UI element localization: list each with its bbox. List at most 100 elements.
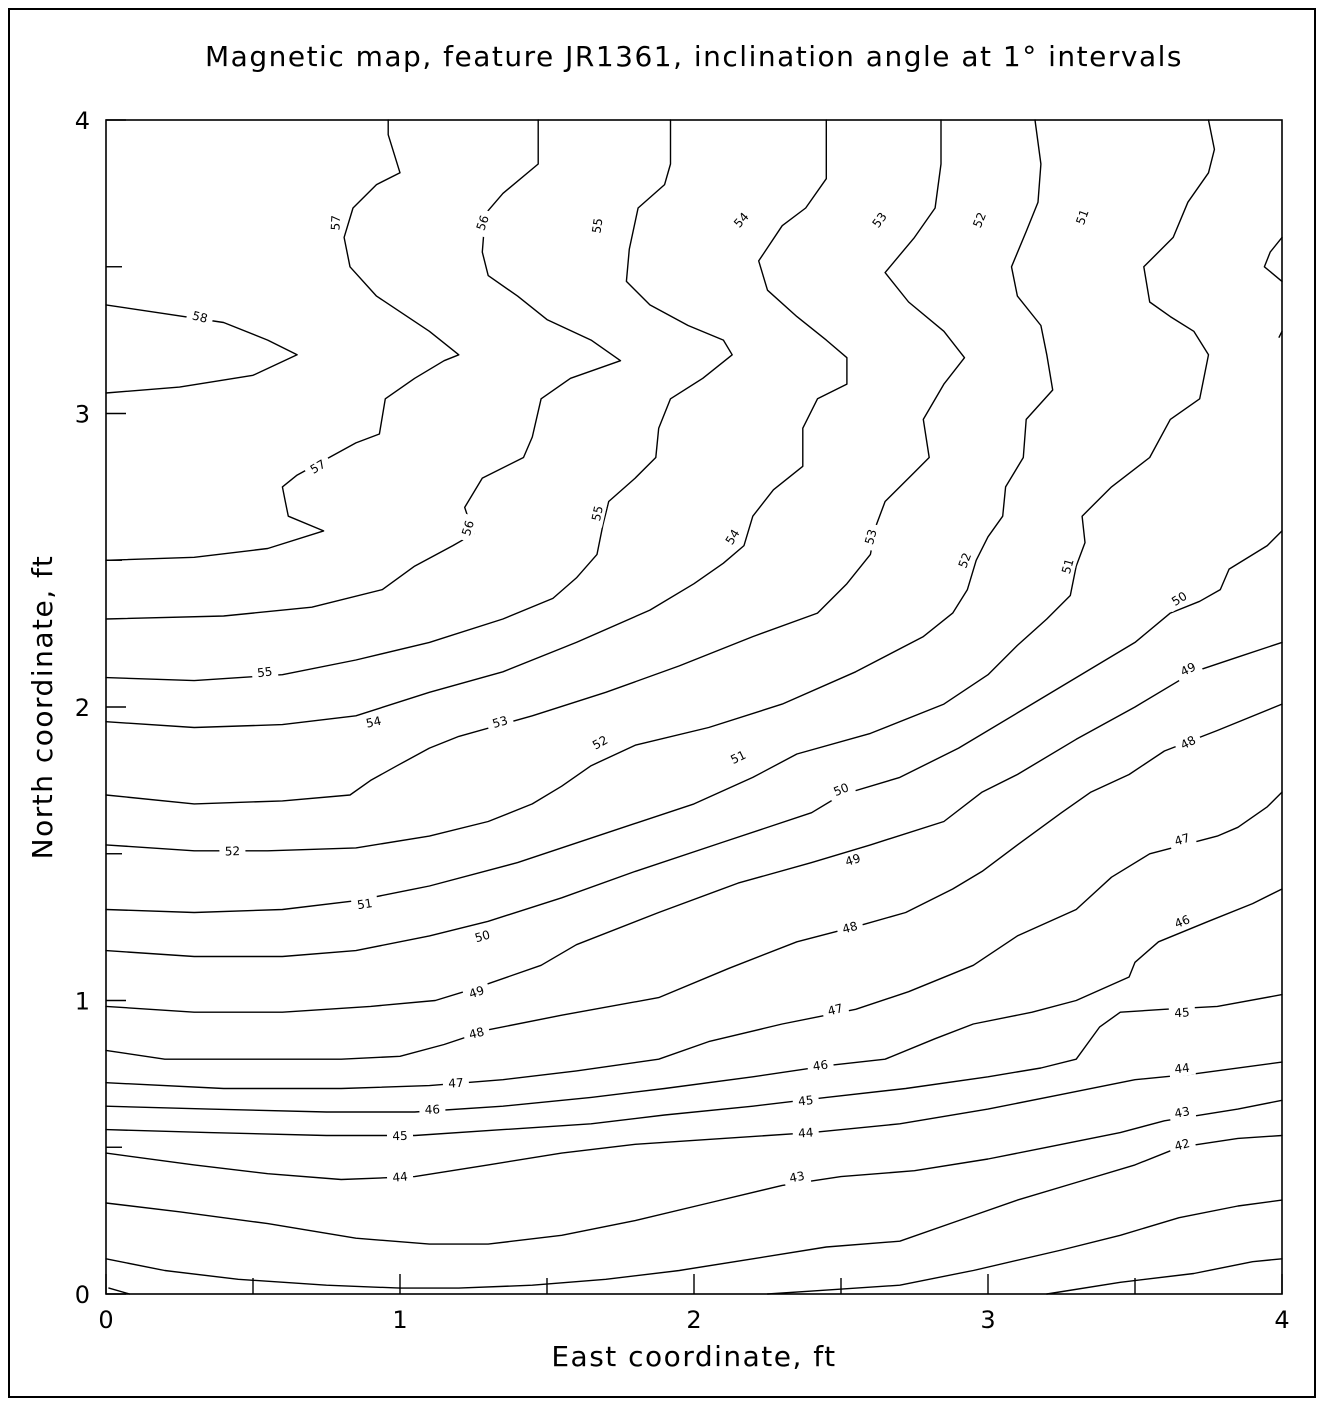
contour-label-53: 53 xyxy=(862,528,880,546)
contour-label-44: 44 xyxy=(798,1125,814,1140)
contour-label-58: 58 xyxy=(191,308,209,325)
contour-line-44 xyxy=(105,1061,1283,1181)
contour-label-bg xyxy=(586,498,608,528)
contour-label-bg xyxy=(1056,551,1079,581)
contour-label-bg xyxy=(467,924,498,948)
contour-label-bg xyxy=(1168,1058,1196,1078)
contour-label-44: 44 xyxy=(1174,1061,1191,1077)
contour-line-52 xyxy=(105,119,1054,852)
contour-label-bg xyxy=(864,204,894,235)
contour-label-bg xyxy=(1172,729,1204,756)
contour-line-56 xyxy=(105,119,622,620)
contour-label-bg xyxy=(726,204,756,235)
contour-line-58 xyxy=(105,304,298,394)
contour-label-bg xyxy=(587,211,607,240)
contour-line-50 xyxy=(105,530,1283,958)
contour-labels: 5857575656555555545454535353525252525151… xyxy=(185,201,1204,1187)
contour-line-47 xyxy=(105,791,1283,1090)
contour-line-51 xyxy=(1263,236,1283,283)
contour-label-49: 49 xyxy=(1178,660,1198,679)
contour-label-44: 44 xyxy=(392,1169,409,1184)
x-tick-label: 2 xyxy=(686,1306,701,1334)
contour-line-41 xyxy=(766,1199,1283,1295)
contour-label-54: 54 xyxy=(723,527,743,547)
contour-label-bg xyxy=(792,1123,820,1142)
contour-label-bg xyxy=(461,1021,491,1044)
y-axis-label: North coordinate, ft xyxy=(26,555,59,860)
contour-line-53 xyxy=(105,119,966,805)
contour-label-43: 43 xyxy=(1173,1104,1191,1121)
contour-line-54 xyxy=(105,119,848,729)
x-tick-label: 4 xyxy=(1274,1306,1289,1334)
contour-label-bg xyxy=(782,1166,812,1187)
contour-label-54: 54 xyxy=(365,714,383,731)
contour-label-45: 45 xyxy=(797,1093,814,1109)
contour-line-51 xyxy=(105,119,1216,914)
contour-label-bg xyxy=(302,452,333,480)
y-tick-label: 3 xyxy=(75,401,90,429)
contour-label-55: 55 xyxy=(589,504,606,522)
contour-label-50: 50 xyxy=(473,928,492,946)
axis-ticks: 0 1 2 3 4 0 1 2 3 4 xyxy=(75,107,1290,1334)
contour-label-47: 47 xyxy=(448,1076,464,1091)
contour-label-bg xyxy=(859,522,882,552)
contour-line-52 xyxy=(1278,330,1283,338)
contour-label-bg xyxy=(470,207,495,238)
x-tick-label: 3 xyxy=(980,1306,995,1334)
contour-label-48: 48 xyxy=(467,1025,485,1042)
contour-label-52: 52 xyxy=(590,733,610,753)
contour-label-55: 55 xyxy=(256,664,273,680)
contour-line-50 xyxy=(108,1287,131,1295)
contour-line-43 xyxy=(105,1099,1283,1245)
x-tick-label: 0 xyxy=(98,1306,113,1334)
contour-label-51: 51 xyxy=(1059,557,1077,575)
contour-line-40 xyxy=(1046,1258,1283,1295)
contour-label-55: 55 xyxy=(589,217,605,234)
contour-label-bg xyxy=(359,711,388,733)
contour-line-48 xyxy=(105,703,1283,1060)
contour-label-57: 57 xyxy=(328,215,343,231)
contour-label-bg xyxy=(1167,1133,1197,1156)
contour-label-57: 57 xyxy=(308,457,328,477)
contour-label-42: 42 xyxy=(1173,1136,1191,1153)
y-tick-label: 2 xyxy=(75,694,90,722)
contour-label-bg xyxy=(1163,584,1195,613)
contour-label-52: 52 xyxy=(970,210,989,229)
contour-label-48: 48 xyxy=(1178,733,1198,752)
contour-label-bg xyxy=(442,1073,470,1092)
contour-label-49: 49 xyxy=(467,983,486,1001)
contour-label-50: 50 xyxy=(831,780,850,799)
contour-line-45 xyxy=(105,993,1283,1137)
contour-label-bg xyxy=(461,980,492,1004)
contour-label-bg xyxy=(386,1127,414,1144)
contour-label-45: 45 xyxy=(392,1129,408,1143)
contour-label-46: 46 xyxy=(424,1102,440,1116)
page-frame xyxy=(8,8,1316,1398)
contour-label-56: 56 xyxy=(459,519,477,538)
contour-label-49: 49 xyxy=(844,851,863,869)
contour-label-53: 53 xyxy=(491,713,510,731)
contour-label-bg xyxy=(456,513,480,543)
contour-label-bg xyxy=(219,842,246,860)
contour-label-bg xyxy=(185,305,215,328)
contour-label-bg xyxy=(419,1100,446,1118)
contour-label-45: 45 xyxy=(1174,1005,1190,1020)
contour-label-bg xyxy=(1167,827,1197,851)
contour-lines xyxy=(105,119,1283,1295)
contour-label-bg xyxy=(1070,201,1095,232)
contour-line-55 xyxy=(105,119,733,682)
contour-label-bg xyxy=(791,1090,820,1110)
contour-label-bg xyxy=(1172,655,1204,682)
x-axis-label: East coordinate, ft xyxy=(551,1340,836,1373)
contour-line-46 xyxy=(105,888,1283,1113)
contour-label-bg xyxy=(952,545,977,576)
contour-label-bg xyxy=(326,209,344,237)
contour-label-bg xyxy=(820,998,850,1021)
contour-label-bg xyxy=(966,204,992,235)
contour-label-bg xyxy=(718,521,746,553)
contour-label-46: 46 xyxy=(812,1058,829,1074)
contour-label-51: 51 xyxy=(1073,207,1091,226)
contour-label-47: 47 xyxy=(1173,831,1192,849)
contour-label-52: 52 xyxy=(956,551,975,570)
contour-label-bg xyxy=(386,1167,414,1186)
